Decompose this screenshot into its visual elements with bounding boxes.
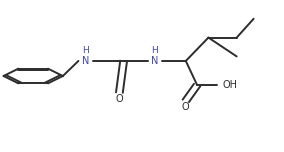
Text: H: H: [82, 46, 89, 55]
Text: N: N: [151, 56, 158, 66]
Text: H: H: [151, 46, 158, 55]
Text: O: O: [182, 102, 190, 112]
Text: N: N: [82, 56, 89, 66]
Text: OH: OH: [222, 80, 237, 90]
Text: O: O: [116, 94, 123, 104]
